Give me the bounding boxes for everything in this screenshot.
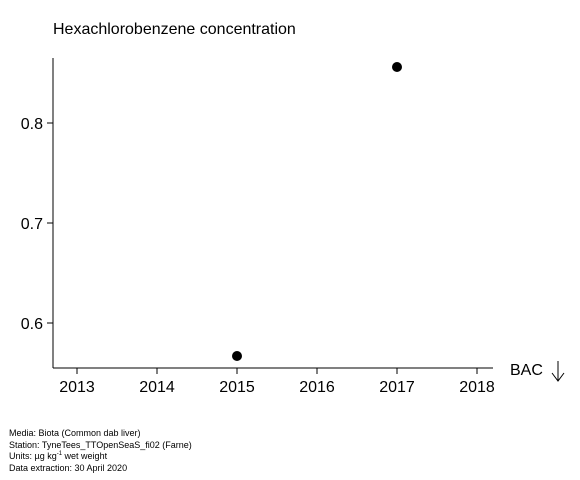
x-tick-label: 2013 [59, 379, 95, 396]
bac-label: BAC [510, 362, 543, 379]
data-point [232, 351, 242, 361]
bac-arrow-down-icon [551, 361, 565, 382]
y-tick-label: 0.7 [21, 216, 43, 233]
y-tick-label: 0.6 [21, 316, 43, 333]
x-tick-label: 2016 [299, 379, 335, 396]
footer-media: Media: Biota (Common dab liver) [9, 428, 141, 438]
data-point [392, 62, 402, 72]
x-axis-ticks: 2013 2014 2015 2016 2017 2018 [59, 368, 495, 396]
x-tick-label: 2015 [219, 379, 255, 396]
footer-units: Units: µg kg-1 wet weight [9, 451, 192, 463]
footer-units-exponent: -1 [56, 451, 63, 457]
data-points [232, 62, 402, 361]
x-tick-label: 2018 [459, 379, 495, 396]
x-tick-label: 2014 [139, 379, 175, 396]
y-axis-ticks: 0.6 0.7 0.8 [21, 116, 53, 333]
y-tick-label: 0.8 [21, 116, 43, 133]
chart-title: Hexachlorobenzene concentration [53, 21, 296, 38]
footer-extraction: Data extraction: 30 April 2020 [9, 462, 128, 473]
x-tick-label: 2017 [379, 379, 415, 396]
chart-footer: Media: Biota (Common dab liver) Station:… [9, 428, 192, 474]
footer-station: Station: TyneTees_TTOpenSeaS_fi02 (Farne… [9, 439, 192, 450]
footer-units-prefix: Units: µg kg [9, 451, 57, 461]
footer-units-suffix: wet weight [62, 451, 108, 461]
